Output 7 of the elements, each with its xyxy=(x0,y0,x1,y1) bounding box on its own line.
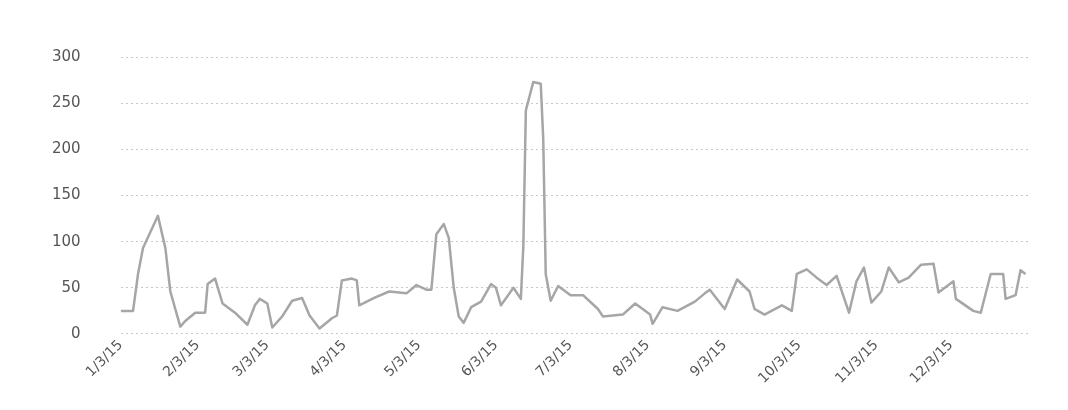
y-tick-label: 300 xyxy=(51,46,81,65)
y-tick-label: 150 xyxy=(51,185,81,204)
y-tick-label: 0 xyxy=(71,323,81,342)
y-tick-label: 200 xyxy=(51,139,81,158)
y-tick-label: 100 xyxy=(51,231,81,250)
y-tick-label: 250 xyxy=(51,93,81,112)
y-tick-label: 50 xyxy=(61,277,81,296)
